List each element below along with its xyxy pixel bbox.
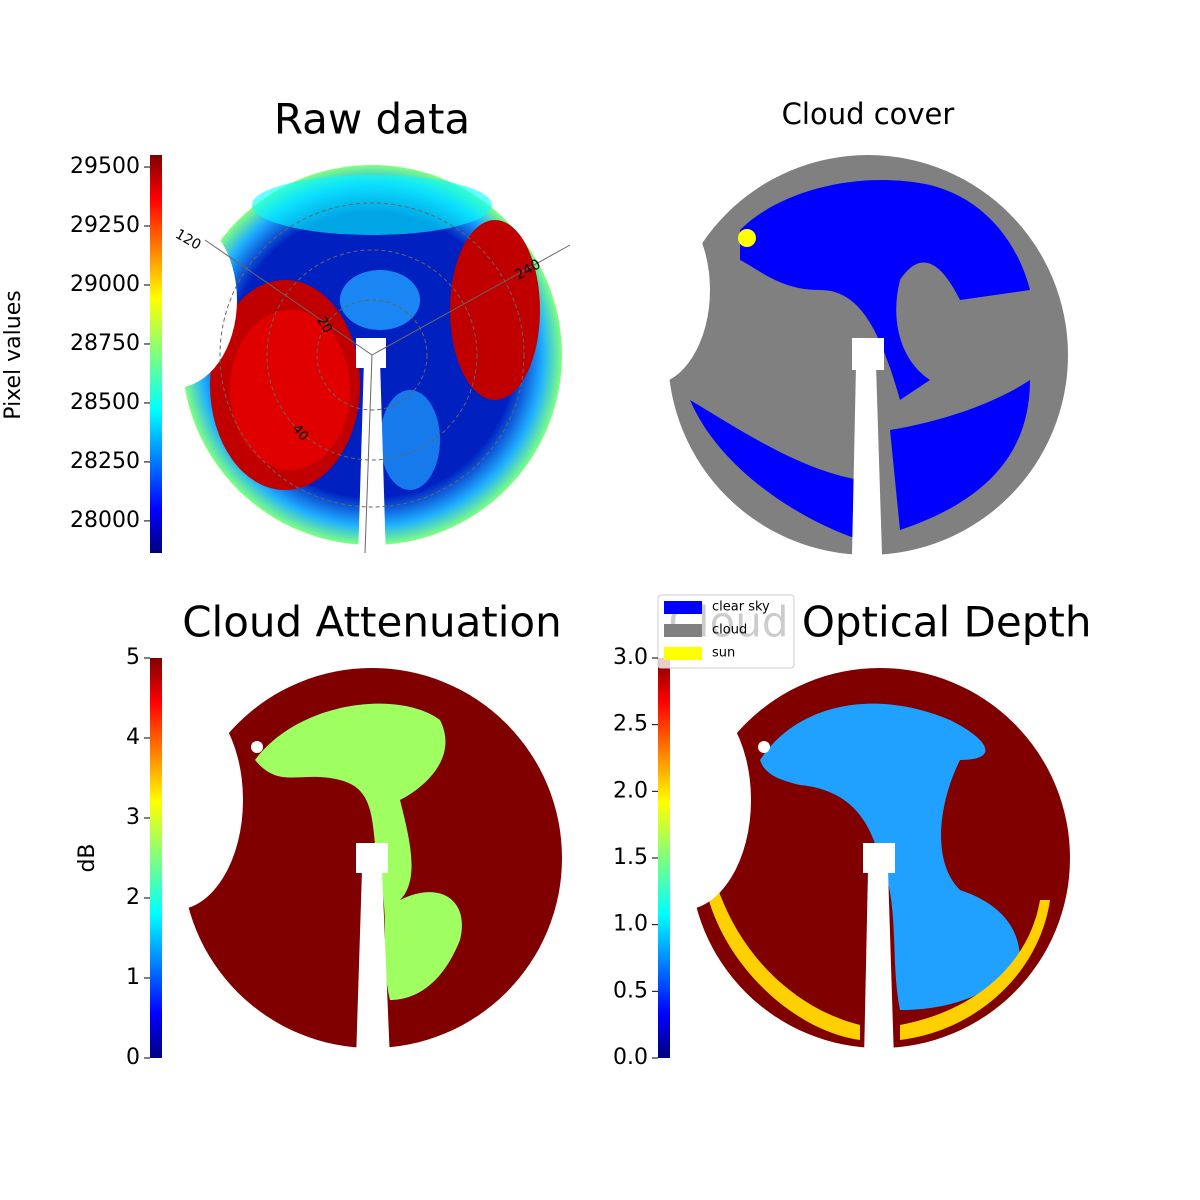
tick-label: 4	[126, 725, 140, 750]
tick-label: 29000	[70, 272, 140, 297]
tick-label: 28250	[70, 449, 140, 474]
colorbar-label: dB	[75, 843, 100, 872]
tick-label: 29250	[70, 213, 140, 238]
legend-swatch	[664, 601, 702, 614]
tick-label: 0.0	[613, 1045, 648, 1070]
tick-label: 1.5	[613, 845, 648, 870]
tick-label: 2.5	[613, 712, 648, 737]
tick-label: 5	[126, 645, 140, 670]
panel-title: Raw data	[274, 95, 470, 144]
colorbar	[150, 155, 162, 553]
tick-label: 2.0	[613, 778, 648, 803]
tick-label: 3	[126, 805, 140, 830]
raw-image: 120 240 20 40	[113, 165, 571, 560]
legend-label: clear sky	[712, 600, 770, 615]
tick-label: 1	[126, 965, 140, 990]
tick-label: 0	[126, 1045, 140, 1070]
tick-label: 28500	[70, 390, 140, 415]
colorbar	[658, 658, 670, 1058]
tick-label: 28750	[70, 331, 140, 356]
cloud-cover-image	[590, 155, 1068, 555]
panel-title: Cloud Attenuation	[182, 598, 562, 647]
polar-label: 20	[313, 314, 334, 336]
optical-depth-image	[615, 668, 1070, 1060]
legend-swatch	[664, 624, 702, 637]
tick-label: 29500	[70, 154, 140, 179]
tick-label: 28000	[70, 508, 140, 533]
legend-label: sun	[712, 646, 735, 661]
tick-label: 3.0	[613, 645, 648, 670]
legend-label: cloud	[712, 623, 747, 638]
tick-label: 2	[126, 885, 140, 910]
tick-label: 0.5	[613, 978, 648, 1003]
tick-label: 1.0	[613, 912, 648, 937]
colorbar	[150, 658, 162, 1058]
legend-swatch	[664, 647, 702, 660]
attenuation-image	[107, 668, 562, 1060]
colorbar-label: Pixel values	[1, 290, 26, 419]
panel-title: Cloud cover	[782, 97, 955, 131]
legend: clear sky cloud sun	[657, 594, 795, 669]
